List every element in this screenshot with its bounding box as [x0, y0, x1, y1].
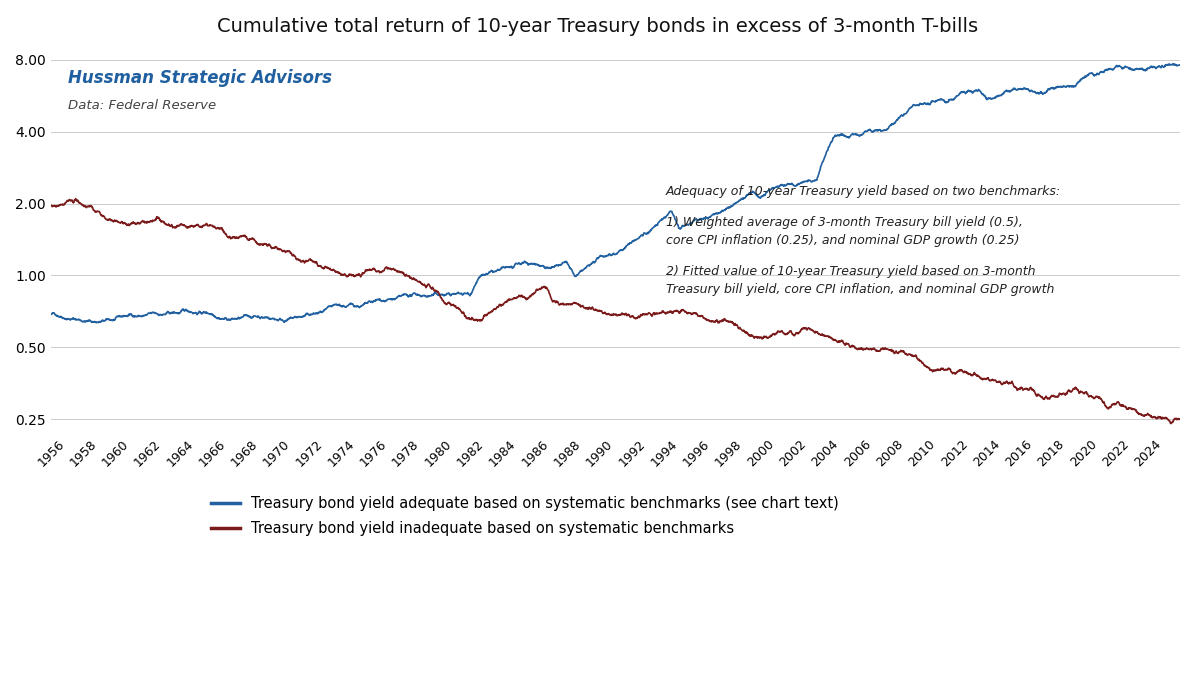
Text: Hussman Strategic Advisors: Hussman Strategic Advisors — [68, 69, 331, 87]
Text: Data: Federal Reserve: Data: Federal Reserve — [68, 99, 215, 112]
Legend: Treasury bond yield adequate based on systematic benchmarks (see chart text), Tr: Treasury bond yield adequate based on sy… — [204, 490, 845, 542]
Text: Cumulative total return of 10-year Treasury bonds in excess of 3-month T-bills: Cumulative total return of 10-year Treas… — [217, 17, 978, 36]
Text: 1) Weighted average of 3-month Treasury bill yield (0.5),
core CPI inflation (0.: 1) Weighted average of 3-month Treasury … — [666, 216, 1023, 247]
Text: 2) Fitted value of 10-year Treasury yield based on 3-month
Treasury bill yield, : 2) Fitted value of 10-year Treasury yiel… — [666, 264, 1054, 296]
Text: Adequacy of 10-year Treasury yield based on two benchmarks:: Adequacy of 10-year Treasury yield based… — [666, 184, 1061, 197]
